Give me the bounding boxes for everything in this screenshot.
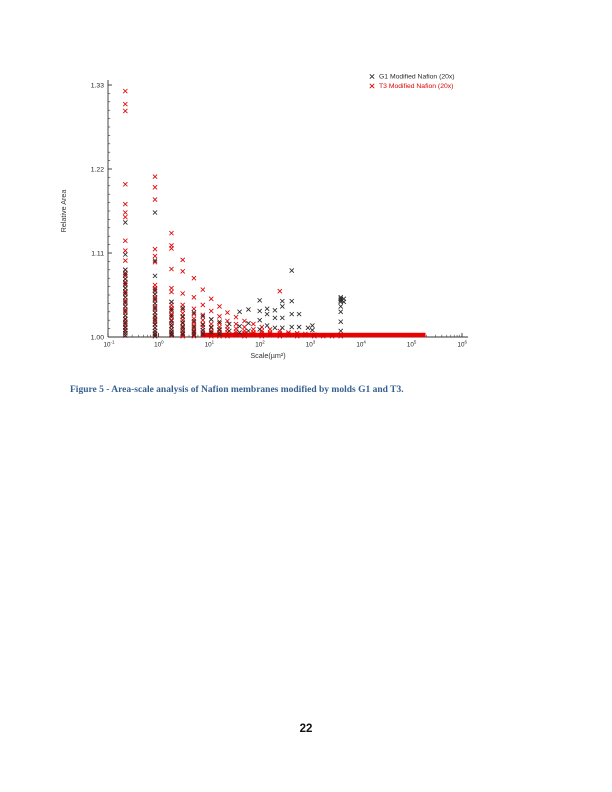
page-number: 22: [299, 723, 313, 735]
area-scale-chart: 1.00 1.11 1.22 1.33 10-1 100 101 102 103 104 105 10…: [59, 74, 469, 360]
x-tick-label: 10-1: [104, 340, 115, 349]
legend-label: T3 Modified Nafion (20x): [379, 83, 453, 90]
x-tick-label: 101: [205, 340, 215, 349]
y-tick-label: 1.00: [91, 334, 104, 341]
x-axis-label: Scale(µm²): [250, 351, 285, 360]
figure-5: 1.00 1.11 1.22 1.33 10-1 100 101 102 103 104 105 10…: [50, 55, 480, 375]
y-tick-label: 1.22: [91, 166, 104, 173]
series-g1: [122, 210, 347, 339]
figure-caption: Figure 5 - Area-scale analysis of Nafion…: [70, 385, 404, 395]
axes: [107, 80, 469, 338]
x-tick-label: 102: [255, 340, 265, 349]
x-tick-label: 104: [356, 340, 366, 349]
y-axis-ticks: 1.00 1.11 1.22 1.33: [91, 82, 112, 341]
x-tick-label: 106: [457, 340, 467, 349]
x-tick-label: 103: [306, 340, 316, 349]
legend: G1 Modified Nafion (20x) T3 Modified Nafi…: [369, 74, 455, 90]
legend-item: G1 Modified Nafion (20x): [369, 74, 455, 81]
y-tick-label: 1.11: [91, 250, 104, 257]
legend-item: T3 Modified Nafion (20x): [369, 83, 453, 90]
x-tick-label: 100: [154, 340, 164, 349]
x-tick-label: 105: [407, 340, 417, 349]
y-axis-label: Relative Area: [59, 190, 68, 233]
legend-label: G1 Modified Nafion (20x): [379, 74, 455, 81]
y-tick-label: 1.33: [91, 82, 104, 89]
